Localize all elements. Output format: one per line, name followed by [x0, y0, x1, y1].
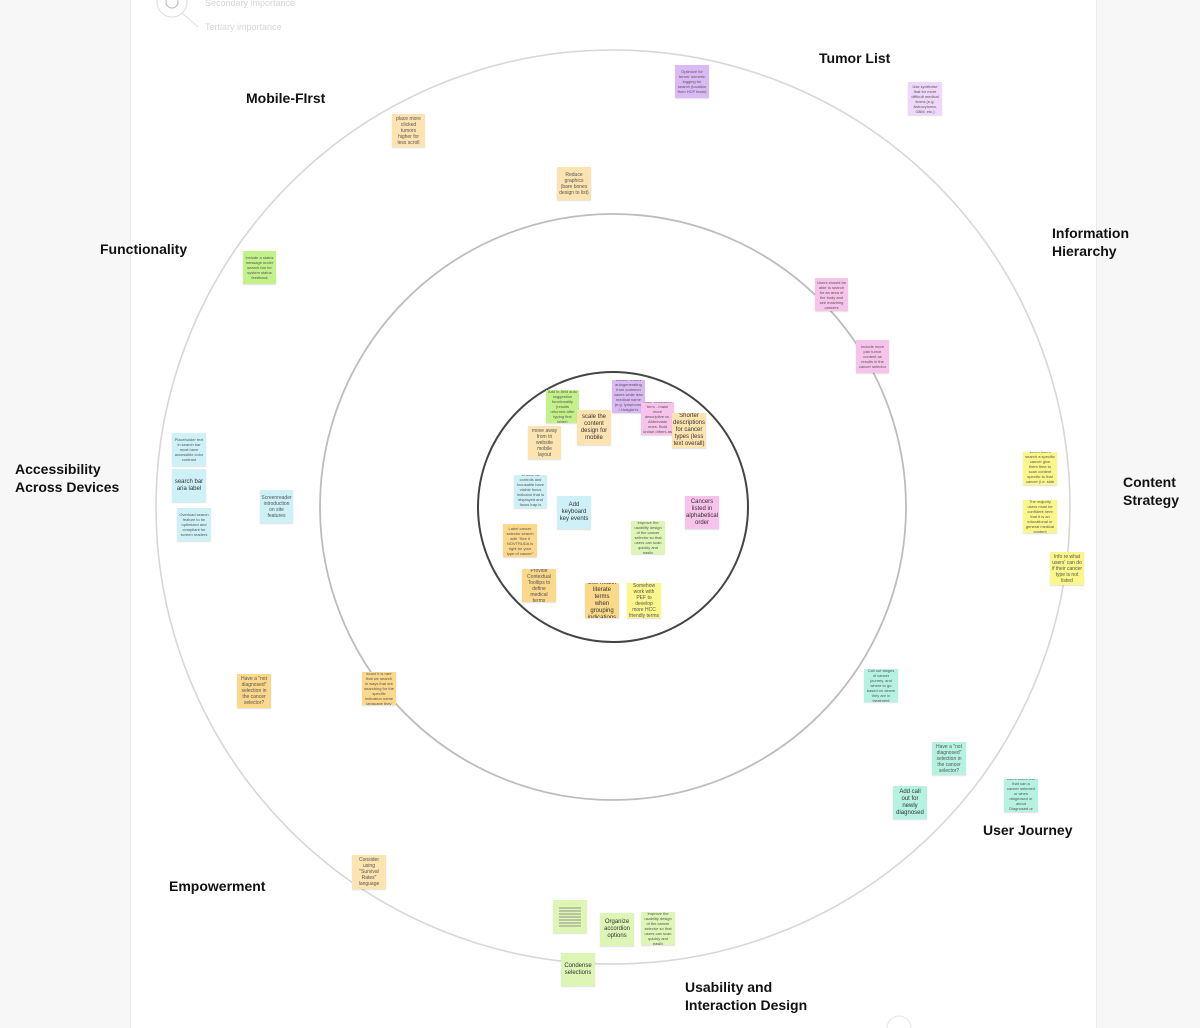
grouped-notes-icon[interactable] [553, 900, 587, 933]
category-information-hierarchy: Information Hierarchy [1052, 225, 1129, 259]
sticky-note[interactable]: Info re what users' can do if their canc… [1050, 552, 1084, 585]
sticky-note-text: Add call out for newly diagnosed [896, 788, 924, 816]
sticky-note-text: Include a status message under search ba… [245, 255, 274, 280]
sticky-note[interactable]: scale the content design for mobile [577, 410, 611, 445]
sticky-note-text: move away from tri website mobile layout [531, 427, 558, 458]
category-content-strategy: Content Strategy [1123, 474, 1180, 508]
sticky-note-text: The majority users must be confident her… [1025, 500, 1055, 533]
sticky-note-text: Users should be able to search for an ar… [817, 279, 846, 310]
sticky-note[interactable]: When users search a specific cancer give… [1023, 452, 1057, 485]
sticky-note-text: Placeholder text in search bar must have… [174, 437, 204, 462]
sticky-note[interactable]: Use health literate terms when grouping … [585, 583, 619, 618]
legend-secondary: Secondary importance [205, 0, 296, 8]
sticky-note-text: Have a "not diagnosed" selection in the … [936, 743, 962, 774]
sticky-note[interactable]: search bar aria label [172, 469, 206, 502]
sticky-note[interactable]: Improve the usability design of the canc… [631, 521, 665, 554]
sticky-note-text: Screenreader introduction on site featur… [261, 494, 292, 519]
sticky-note[interactable]: More consistent term - make more descrip… [641, 402, 674, 435]
sticky-note[interactable]: Consider using "Survival Rates" language [352, 855, 386, 889]
sticky-note-text: scale the content design for mobile [580, 413, 608, 441]
sticky-note-text: Include more pan tumor content as result… [858, 344, 887, 369]
sticky-note-text: Improve the usability design of the canc… [644, 912, 672, 945]
sticky-note-text: Cancers listed in alphabetical order [686, 498, 719, 526]
sticky-note[interactable]: Shorter descriptions for cancer types (l… [672, 413, 706, 448]
category-user-journey: User Journey [983, 822, 1073, 838]
sticky-note-text: More consistent term - make more descrip… [643, 402, 672, 435]
sticky-note-text: Use health literate terms when grouping … [587, 583, 617, 618]
sticky-note-text: Call out stages of cancer journey, and w… [866, 669, 896, 702]
sticky-note-text: Add in-field auto suggestion functionali… [548, 390, 577, 423]
sticky-note-text: Optimize for terms' numeric logging for … [677, 69, 707, 94]
sticky-note-text: Info re what users' can do if their canc… [1052, 553, 1083, 584]
sticky-note[interactable]: Reduce graphics (bare bones design to li… [557, 167, 591, 200]
sticky-note-text: Use synthoise that for more difficult me… [911, 83, 939, 114]
sticky-note[interactable]: move away from tri website mobile layout [528, 426, 561, 459]
sticky-note[interactable]: Add in-field auto suggestion functionali… [546, 390, 579, 423]
board-control-icon[interactable] [886, 1015, 912, 1028]
sticky-note[interactable]: Organize accordion options [600, 913, 634, 946]
sticky-note[interactable]: Overload search feature to be optimized … [177, 508, 211, 541]
sticky-note-text: Organize accordion options [603, 919, 630, 939]
sticky-note-text: Add option for users about use that can … [1006, 779, 1035, 812]
category-mobile-first: Mobile-FIrst [246, 90, 326, 106]
sticky-note[interactable]: Add keyboard key events [557, 496, 591, 529]
sticky-note-text: When users search a specific cancer give… [1025, 452, 1055, 485]
sticky-note[interactable]: Users should be able to search for an ar… [815, 278, 848, 311]
category-accessibility: Accessibility Across Devices [15, 461, 120, 495]
sticky-note-text: Label cancer selector search with "See i… [506, 525, 534, 556]
sticky-note[interactable]: Add call out for newly diagnosed [893, 786, 927, 819]
sticky-note[interactable]: Improve the usability design of the canc… [641, 912, 675, 945]
sticky-note[interactable]: The majority users must be confident her… [1023, 500, 1057, 533]
sticky-note[interactable]: Label cancer selector search with "See i… [503, 524, 537, 557]
sticky-note-text: Have a "not diagnosed" selection in the … [241, 676, 267, 706]
sticky-note[interactable]: Add option for users about use that can … [1004, 779, 1038, 812]
sticky-note[interactable]: Call out stages of cancer journey, and w… [864, 669, 898, 702]
category-functionality: Functionality [100, 241, 188, 257]
sticky-note[interactable]: Placeholder text in search bar must have… [172, 433, 206, 466]
sticky-note-text: place more clicked tumors higher for les… [396, 115, 421, 146]
sticky-note[interactable]: Cancer results autogenerating from commo… [612, 380, 645, 413]
sticky-note[interactable]: Have a "not diagnosed" selection in the … [932, 742, 966, 775]
sticky-note-text: Improve the usability design of the canc… [634, 521, 662, 554]
sticky-note[interactable]: Include more pan tumor content as result… [856, 340, 889, 373]
category-usability: Usability and Interaction Design [685, 979, 808, 1013]
inner-ring [477, 371, 749, 643]
sticky-note[interactable]: Cancers listed in alphabetical order [685, 496, 719, 529]
sticky-note-text: Condense selections [564, 962, 592, 976]
sticky-note[interactable]: Provide Contextual Tooltips to define me… [522, 569, 556, 602]
sticky-note[interactable]: Screenreader introduction on site featur… [260, 490, 293, 523]
sticky-note[interactable]: place more clicked tumors higher for les… [392, 114, 425, 147]
sticky-note-text: Overload search feature to be optimized … [179, 512, 209, 537]
middle-ring [319, 213, 907, 801]
legend-icon [156, 0, 199, 28]
sticky-note[interactable]: Ensure all controls and focusable have v… [514, 475, 547, 508]
sticky-note-text: search bar aria label [174, 478, 204, 492]
legend-tertiary: Tertiary importance [205, 22, 282, 32]
category-tumor-list: Tumor List [819, 50, 891, 66]
sticky-note[interactable]: Have a "not diagnosed" selection in the … [237, 674, 271, 708]
sticky-note[interactable]: Optimize for terms' numeric logging for … [675, 65, 709, 98]
sticky-note-text: Somehow work with PEF to develop more HC… [629, 583, 660, 618]
sticky-note-text: Add keyboard key events [559, 502, 589, 522]
sticky-note-text: Consider using "Survival Rates" language [358, 857, 380, 887]
sticky-note-text: Shorter descriptions for cancer types (l… [673, 413, 706, 447]
list-lines-icon [559, 907, 581, 926]
sticky-note[interactable]: Use synthoise that for more difficult me… [908, 82, 942, 115]
sticky-note[interactable]: Condense selections [561, 953, 595, 986]
sticky-note-text: Cancer results autogenerating from commo… [614, 380, 643, 413]
sticky-note-text: Reduce graphics (bare bones design to li… [559, 171, 589, 196]
outer-ring [155, 49, 1071, 965]
sticky-note-text: Ensure all controls and focusable have v… [517, 475, 544, 508]
sticky-note[interactable]: Include a status message under search ba… [243, 251, 276, 284]
sticky-note[interactable]: Somehow work with PEF to develop more HC… [627, 583, 661, 618]
sticky-note-text: Provide Contextual Tooltips to define me… [527, 569, 551, 602]
category-empowerment: Empowerment [169, 878, 266, 894]
